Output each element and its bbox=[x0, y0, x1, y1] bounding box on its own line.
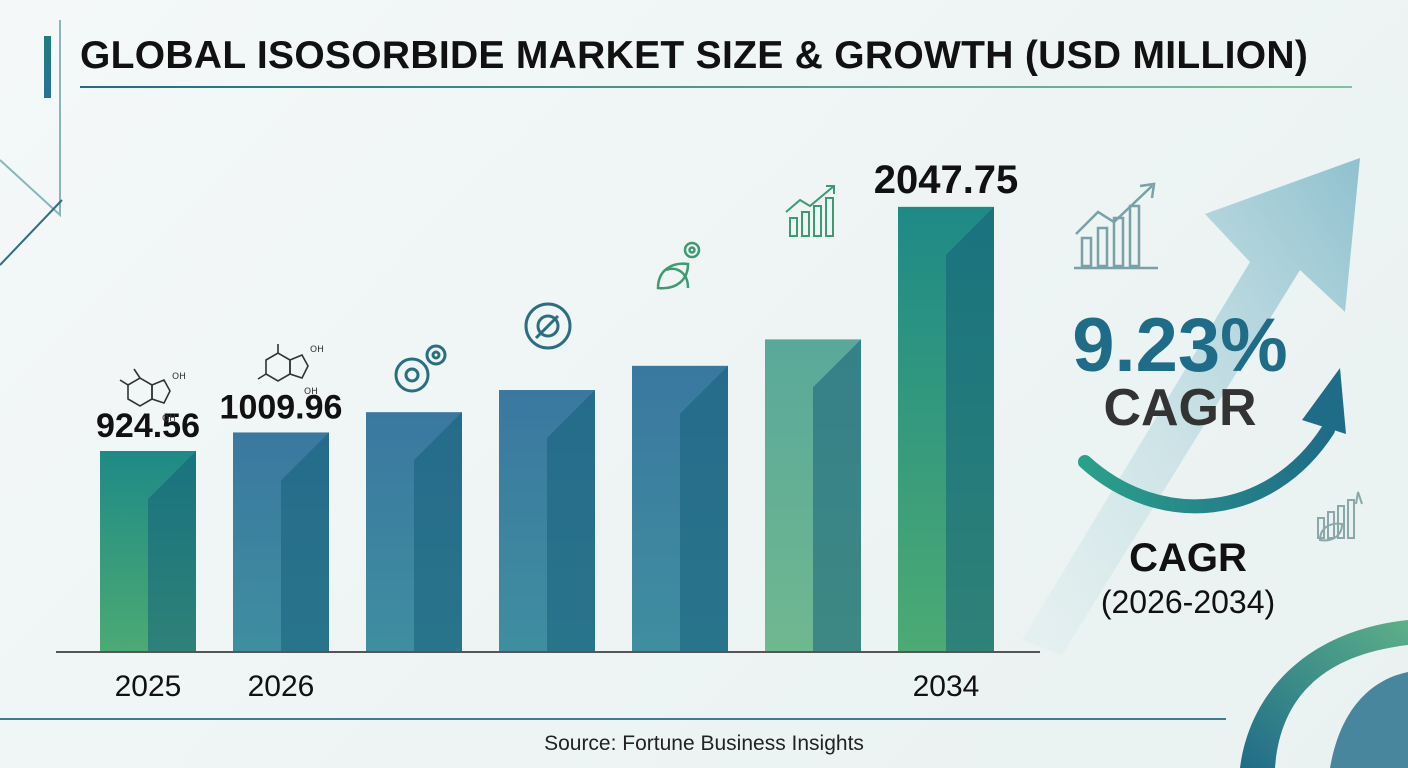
wrench-gear-icon bbox=[524, 302, 572, 350]
bar bbox=[898, 206, 994, 652]
leaf-growth-icon bbox=[1317, 491, 1363, 542]
curve-arrow-shape bbox=[1078, 423, 1335, 514]
bar bbox=[499, 390, 595, 652]
source-note: Source: Fortune Business Insights bbox=[544, 732, 864, 755]
gears-icon bbox=[394, 344, 447, 393]
chart-title: GLOBAL ISOSORBIDE MARKET SIZE & GROWTH (… bbox=[80, 34, 1309, 77]
svg-text:OH: OH bbox=[162, 414, 176, 424]
category-label: 2025 bbox=[115, 670, 182, 703]
data-labels-group: 924.56 1009.96 2047.75 bbox=[96, 158, 1018, 445]
data-label: 1009.96 bbox=[220, 388, 343, 426]
bar bbox=[632, 365, 728, 652]
bar bbox=[233, 432, 329, 652]
title-underline bbox=[80, 86, 1352, 88]
bar bbox=[765, 339, 861, 652]
growth-arrow-shape bbox=[1022, 158, 1360, 655]
data-label: 924.56 bbox=[96, 407, 200, 445]
cagr-label: CAGR bbox=[1129, 536, 1247, 580]
svg-text:OH: OH bbox=[310, 345, 324, 355]
category-label: 2034 bbox=[913, 670, 980, 703]
category-label: 2026 bbox=[248, 670, 315, 703]
molecule-icon: OH OH bbox=[257, 344, 324, 397]
growth-chart-icon bbox=[1074, 182, 1158, 270]
bar bbox=[100, 451, 196, 652]
data-label: 2047.75 bbox=[874, 158, 1019, 202]
bars-group bbox=[100, 206, 994, 652]
molecule-icon: OH OH bbox=[119, 368, 186, 424]
svg-text:OH: OH bbox=[304, 387, 318, 397]
cagr-period: (2026-2034) bbox=[1100, 584, 1276, 620]
cagr-word: CAGR bbox=[1103, 379, 1257, 437]
growth-chart-icon bbox=[785, 185, 835, 237]
leaf-gear-icon bbox=[656, 241, 701, 290]
svg-text:OH: OH bbox=[172, 372, 186, 382]
cagr-value: 9.23% bbox=[1072, 303, 1288, 388]
category-labels-group: 2025 2026 2034 bbox=[115, 670, 980, 703]
title-accent-bar bbox=[44, 36, 51, 98]
bar bbox=[366, 412, 462, 652]
footer-divider bbox=[0, 718, 1226, 720]
